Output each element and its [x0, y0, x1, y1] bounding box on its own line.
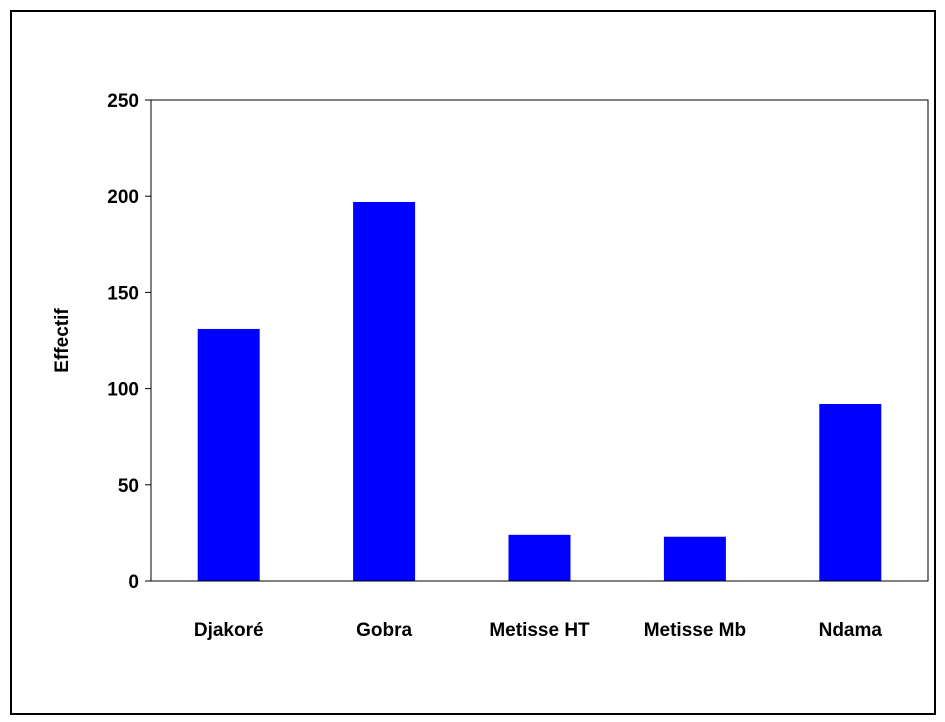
bar	[663, 536, 726, 581]
y-axis-title: Effectif	[52, 308, 73, 373]
y-tick-label: 50	[118, 476, 139, 497]
x-tick-label: Metisse Mb	[644, 620, 746, 641]
bar	[353, 201, 416, 582]
chart-frame	[10, 10, 936, 715]
y-tick-label: 250	[107, 91, 139, 112]
x-tick-label: Gobra	[356, 620, 412, 641]
y-tick-label: 100	[107, 380, 139, 401]
bar	[197, 328, 260, 581]
bar	[819, 403, 882, 581]
y-tick-label: 0	[128, 572, 139, 593]
x-tick-label: Ndama	[819, 620, 883, 641]
plot-area	[150, 99, 929, 582]
x-ticks-group: Djakoré Gobra Metisse HT Metisse Mb Ndama	[194, 620, 883, 641]
bar	[508, 534, 571, 581]
y-tick-label: 200	[107, 187, 139, 208]
x-tick-label: Metisse HT	[489, 620, 590, 641]
y-ticks-group: 0 50 100 150 200 250	[107, 91, 151, 593]
y-tick-label: 150	[107, 283, 139, 304]
bars-group	[197, 201, 882, 582]
x-tick-label: Djakoré	[194, 620, 264, 641]
